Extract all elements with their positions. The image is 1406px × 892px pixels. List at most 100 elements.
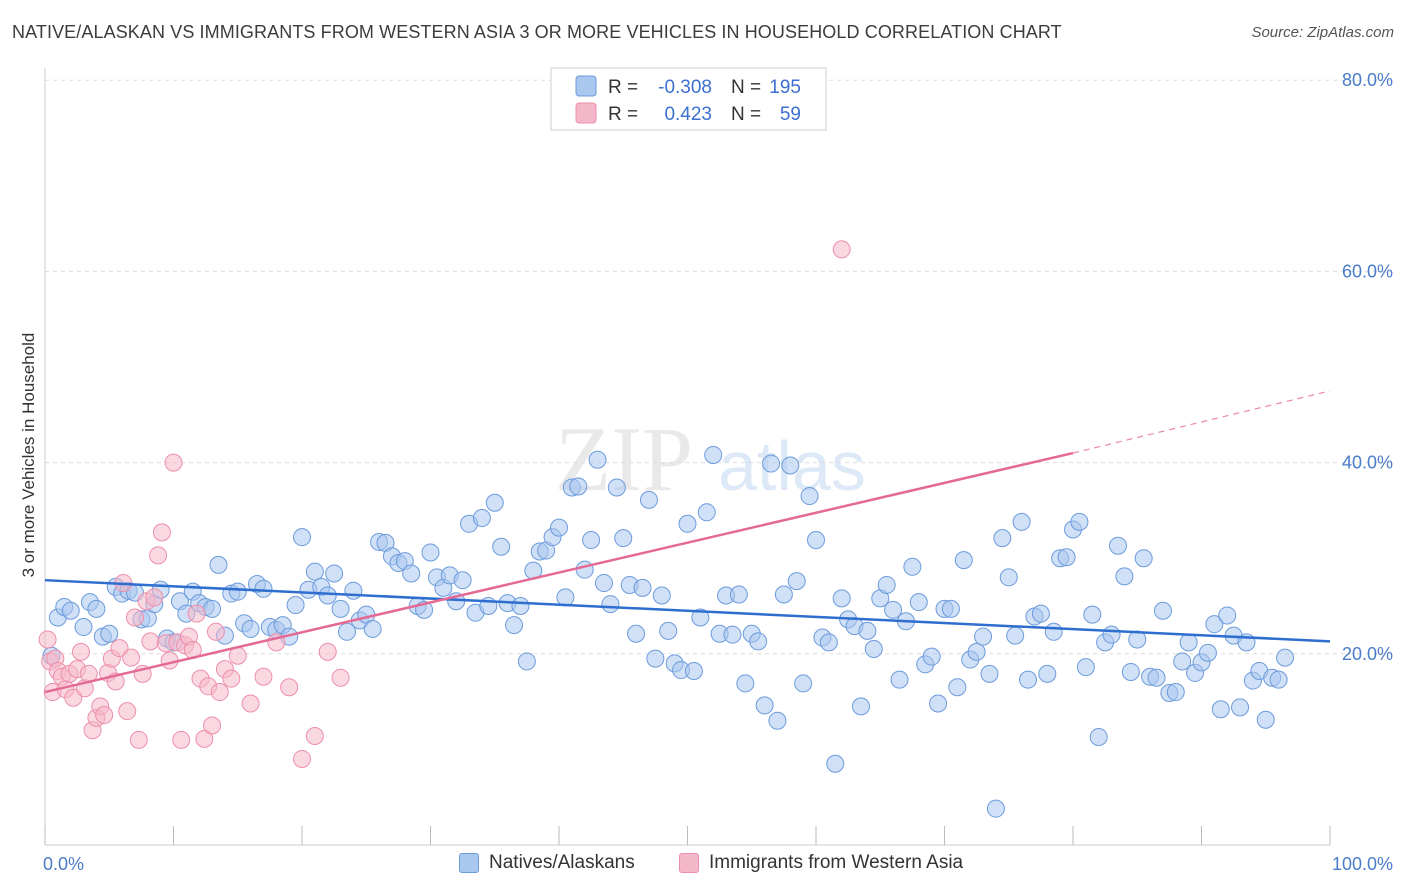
point-natives-71: [505, 616, 524, 635]
point-natives-167: [1121, 662, 1140, 681]
point-immigrants-10: [71, 642, 90, 661]
point-natives-141: [954, 551, 973, 570]
series-immigrants-points: [38, 240, 851, 768]
point-natives-184: [1231, 698, 1250, 717]
point-natives-84: [588, 450, 607, 469]
point-immigrants-44: [203, 716, 222, 735]
y-tick-label-3: 80.0%: [1342, 70, 1393, 90]
point-natives-69: [492, 537, 511, 556]
legend-label-natives: Natives/Alaskans: [489, 852, 635, 873]
legend-top: R = -0.308 N = 195 R = 0.423 N = 59: [550, 67, 827, 131]
point-natives-55: [402, 564, 421, 583]
point-natives-129: [877, 575, 896, 594]
legend-n-label-1: N =: [731, 77, 761, 98]
point-natives-38: [293, 528, 311, 547]
legend-r-label-1: R =: [608, 77, 638, 98]
point-natives-166: [1115, 567, 1134, 586]
point-natives-114: [781, 456, 800, 475]
point-natives-181: [1211, 700, 1230, 719]
point-natives-100: [691, 608, 710, 627]
point-immigrants-42: [195, 729, 214, 748]
point-natives-146: [986, 799, 1005, 818]
y-tick-labels: 20.0% 40.0% 60.0% 80.0%: [1342, 70, 1393, 664]
point-immigrants-46: [210, 683, 229, 702]
legend-item-natives: Natives/Alaskans: [459, 852, 635, 874]
legend-n-label-2: N =: [731, 104, 761, 125]
point-natives-49: [363, 619, 382, 638]
legend-r-value-2: 0.423: [664, 104, 712, 125]
point-natives-143: [967, 642, 986, 661]
point-natives-81: [569, 477, 588, 496]
point-natives-160: [1076, 658, 1095, 677]
point-natives-109: [749, 632, 768, 651]
point-natives-148: [999, 568, 1018, 587]
point-natives-140: [948, 678, 967, 697]
point-natives-147: [993, 529, 1012, 548]
point-natives-92: [639, 490, 658, 509]
point-natives-86: [601, 595, 620, 614]
point-immigrants-48: [222, 669, 241, 688]
point-immigrants-54: [293, 749, 311, 768]
point-natives-6: [87, 599, 106, 618]
point-natives-78: [550, 518, 568, 537]
point-natives-72: [511, 597, 530, 615]
point-immigrants-53: [280, 678, 299, 697]
point-natives-90: [627, 624, 646, 643]
point-natives-136: [922, 647, 941, 666]
y-tick-label-2: 60.0%: [1342, 261, 1393, 281]
point-natives-180: [1205, 615, 1224, 634]
point-natives-24: [203, 599, 222, 618]
point-natives-116: [794, 674, 813, 693]
point-natives-154: [1038, 664, 1057, 683]
point-natives-144: [974, 627, 993, 646]
point-natives-111: [762, 454, 781, 473]
point-natives-3: [61, 601, 80, 620]
trend-lines: [44, 390, 1331, 694]
point-natives-8: [100, 624, 119, 643]
point-natives-107: [736, 674, 755, 693]
axes: [44, 68, 1331, 846]
point-natives-169: [1134, 549, 1153, 568]
y-axis-title: 3 or more Vehicles in Household: [19, 333, 38, 578]
point-natives-164: [1102, 625, 1121, 644]
point-immigrants-25: [129, 730, 148, 749]
point-natives-145: [980, 664, 999, 683]
point-immigrants-0: [38, 630, 57, 649]
point-immigrants-45: [206, 622, 225, 641]
point-natives-133: [903, 557, 922, 576]
point-natives-188: [1256, 710, 1275, 729]
point-natives-4: [74, 618, 93, 637]
point-natives-176: [1179, 633, 1198, 652]
point-immigrants-16: [95, 705, 114, 724]
point-natives-101: [697, 503, 716, 522]
point-natives-28: [228, 582, 247, 601]
point-natives-88: [614, 529, 633, 548]
point-immigrants-55: [305, 727, 324, 746]
point-natives-191: [1276, 648, 1295, 667]
point-immigrants-40: [187, 604, 206, 623]
point-natives-190: [1269, 670, 1288, 689]
legend-item-immigrants: Immigrants from Western Asia: [679, 852, 963, 874]
legend-swatch-blue: [575, 75, 597, 97]
point-immigrants-51: [254, 667, 273, 686]
point-natives-149: [1006, 626, 1025, 645]
point-natives-98: [678, 514, 697, 533]
point-natives-175: [1173, 652, 1192, 671]
legend-bottom: Natives/Alaskans Immigrants from Western…: [0, 852, 1406, 878]
point-natives-44: [331, 599, 350, 618]
point-natives-120: [819, 633, 838, 652]
point-natives-110: [755, 696, 774, 715]
legend-n-value-1: 195: [769, 77, 801, 98]
point-natives-63: [453, 571, 472, 590]
point-natives-37: [286, 596, 305, 615]
point-natives-137: [929, 694, 948, 713]
point-natives-91: [633, 578, 652, 597]
point-natives-125: [851, 697, 870, 716]
point-natives-159: [1070, 512, 1089, 531]
point-natives-174: [1166, 683, 1185, 702]
y-tick-label-1: 40.0%: [1342, 453, 1393, 473]
point-immigrants-23: [122, 648, 141, 667]
point-immigrants-31: [152, 523, 171, 542]
point-natives-46: [344, 581, 363, 600]
point-natives-171: [1147, 668, 1166, 687]
